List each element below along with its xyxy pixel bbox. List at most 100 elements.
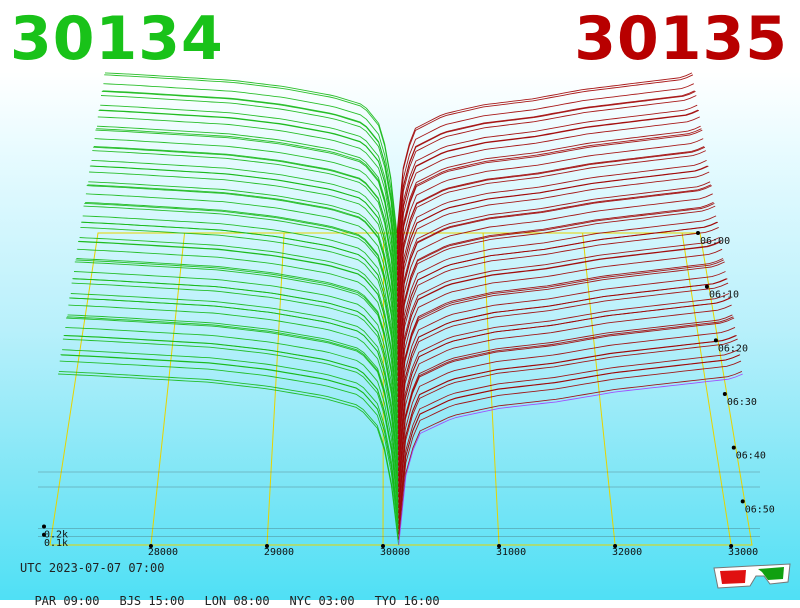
volume-tick-label: 0.2k	[44, 530, 68, 541]
ask-depth-slice	[396, 90, 695, 249]
price-tick-label: 33000	[728, 547, 758, 558]
volume-tick-marker	[42, 532, 46, 537]
time-tick-marker	[740, 499, 745, 504]
bid-depth-slice	[93, 146, 398, 308]
time-tick-label: 06:20	[718, 343, 748, 354]
timezone-row: PAR 09:00 BJS 15:00 LON 08:00 NYC 03:00 TYO …	[20, 580, 460, 608]
bid-depth-slice	[89, 165, 398, 334]
bid-depth-slice	[71, 282, 399, 456]
ask-depth-slice	[397, 165, 709, 334]
bid-depth-slice	[96, 128, 398, 292]
bid-depth-slice	[81, 221, 399, 392]
bid-depth-slice	[58, 370, 399, 540]
ask-depth-slice	[398, 334, 736, 503]
bid-depth-slice	[66, 317, 399, 493]
time-tick-label: 06:30	[727, 397, 757, 408]
bid-depth-slice	[62, 349, 399, 519]
price-tick-label: 30000	[380, 547, 410, 558]
volume-tick-marker	[42, 524, 46, 529]
ask-depth-slice	[397, 171, 710, 339]
bid-depth-slice	[68, 304, 399, 477]
timezone-par: PAR 09:00	[34, 594, 100, 608]
bid-depth-slice	[76, 258, 399, 424]
bid-depth-slice	[83, 205, 399, 376]
ask-depth-slice	[397, 184, 712, 350]
bid-depth-slice	[73, 271, 399, 440]
bid-depth-slice	[69, 297, 399, 466]
ask-price: 30135	[574, 4, 788, 74]
bid-depth-slice	[88, 181, 398, 345]
bid-depth-slice	[89, 171, 398, 339]
bid-depth-slice	[84, 202, 399, 371]
price-gridline	[266, 232, 285, 546]
price-tick-marker	[148, 544, 153, 548]
time-tick-marker	[731, 445, 736, 450]
ask-depth-slice	[396, 146, 706, 313]
ask-depth-slice	[396, 128, 702, 292]
time-tick-marker	[704, 284, 709, 289]
bid-depth-slice	[70, 293, 399, 461]
ask-depth-slice	[396, 74, 694, 239]
bid-depth-slice	[72, 278, 399, 450]
bid-depth-slice	[92, 150, 398, 318]
price-tick-marker	[381, 544, 386, 548]
ask-depth-slice	[397, 237, 720, 403]
price-tick-marker	[729, 544, 734, 548]
chart-labels: 28000 29000 30000 31000 32000 33000 0.1k0.2k 06…	[42, 231, 775, 558]
time-tick-label: 06:00	[700, 236, 730, 247]
ask-depth-slice	[398, 335, 737, 509]
utc-timestamp: UTC 2023-07-07 07:00	[20, 561, 165, 575]
depth-series	[58, 72, 743, 546]
ask-depth-slice	[397, 150, 706, 318]
ask-depth-slice	[396, 116, 700, 281]
price-gridline	[482, 232, 500, 546]
ask-depth-slice	[397, 248, 723, 419]
ask-depth-slice	[397, 282, 729, 456]
ask-depth-slice	[396, 90, 696, 255]
bid-depth-slice	[59, 360, 399, 535]
time-tick-marker	[696, 231, 700, 235]
bid-depth-slice	[100, 104, 398, 265]
bid-depth-slice	[86, 185, 399, 355]
bid-depth-slice	[69, 297, 399, 472]
bid-depth-slice	[101, 90, 398, 255]
ask-depth-slice	[396, 83, 694, 244]
ask-depth-slice	[397, 314, 733, 482]
ask-depth-slice	[397, 159, 707, 323]
ask-depth-slice	[397, 226, 719, 397]
bid-depth-slice	[91, 159, 398, 323]
volume-tick-label: 0.1k	[44, 538, 68, 549]
ask-depth-slice	[396, 109, 700, 276]
bid-depth-slice	[74, 261, 399, 434]
bid-depth-slice	[104, 74, 398, 239]
ask-depth-slice	[398, 338, 738, 514]
ask-depth-slice	[397, 304, 732, 477]
ask-depth-slice	[397, 278, 728, 450]
time-tick-label: 06:10	[709, 290, 739, 301]
floor-outline	[49, 232, 753, 546]
ask-depth-slice	[398, 370, 743, 540]
bid-depth-slice	[85, 201, 399, 366]
ask-depth-slice	[397, 259, 724, 429]
ask-depth-slice	[397, 271, 726, 440]
bid-depth-slice	[79, 237, 399, 403]
time-tick-label: 06:40	[736, 451, 766, 462]
bid-depth-slice	[63, 335, 399, 509]
bid-depth-slice	[93, 146, 398, 313]
price-tick-label: 32000	[612, 547, 642, 558]
bid-depth-slice	[67, 314, 399, 482]
price-tick-marker	[264, 544, 269, 548]
ask-depth-slice	[397, 221, 718, 392]
bid-depth-slice	[82, 215, 399, 382]
ask-depth-slice	[397, 297, 731, 472]
bid-depth-slice	[75, 259, 399, 429]
ask-depth-slice	[396, 129, 703, 297]
ask-depth-slice	[397, 185, 712, 355]
3d-glasses-icon[interactable]	[712, 560, 792, 590]
ask-depth-slice	[398, 349, 739, 519]
bid-depth-slice	[104, 72, 398, 234]
ask-depth-slice	[398, 373, 743, 546]
ask-depth-slice	[397, 258, 724, 424]
ask-depth-slice	[397, 181, 711, 345]
ask-depth-slice	[397, 293, 730, 461]
